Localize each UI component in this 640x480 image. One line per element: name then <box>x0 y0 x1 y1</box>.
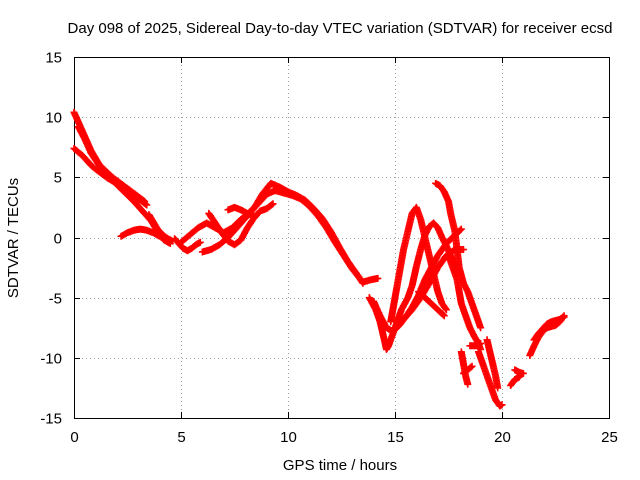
data-point <box>459 246 467 254</box>
series-track-n <box>387 203 450 326</box>
series-track-y <box>511 366 527 377</box>
series-track-m <box>370 225 465 335</box>
data-points <box>70 108 568 410</box>
x-tick-label: 0 <box>70 429 78 446</box>
y-tick-label: 0 <box>54 231 62 248</box>
data-point <box>560 313 568 321</box>
data-point <box>464 380 472 388</box>
series-track-i <box>205 200 277 249</box>
data-point <box>269 200 277 208</box>
x-tick-label: 20 <box>494 429 511 446</box>
data-point <box>439 311 447 319</box>
data-point <box>142 200 150 208</box>
y-tick-labels: -15 -10 -5 0 5 10 15 <box>40 50 62 428</box>
x-tick-label: 25 <box>601 429 618 446</box>
series-track-t <box>459 362 476 377</box>
data-point <box>196 238 204 246</box>
x-tick-label: 15 <box>387 429 404 446</box>
y-tick-label: -5 <box>49 291 62 308</box>
data-point <box>467 363 475 371</box>
y-tick-label: -15 <box>40 411 62 428</box>
data-point <box>143 201 151 209</box>
series-track-k <box>359 274 382 286</box>
data-point <box>442 304 450 312</box>
series-track-w <box>483 336 502 392</box>
data-point <box>442 306 450 314</box>
series-track-q <box>432 179 485 332</box>
chart-title: Day 098 of 2025, Sidereal Day-to-day VTE… <box>68 20 613 37</box>
data-point <box>519 369 527 377</box>
axis-ticks <box>74 57 610 419</box>
y-axis-label: SDTVAR / TECUs <box>5 178 22 298</box>
data-point <box>250 212 258 220</box>
data-point <box>468 362 476 370</box>
series-track-u <box>466 339 485 350</box>
series-track-j <box>224 203 258 220</box>
data-point <box>440 312 448 320</box>
data-point <box>457 225 465 233</box>
data-point <box>477 324 485 332</box>
series-track-e <box>145 211 176 245</box>
y-tick-label: 15 <box>45 50 62 67</box>
data-point <box>374 274 382 282</box>
x-axis-label: GPS time / hours <box>283 457 397 474</box>
x-tick-label: 5 <box>177 429 185 446</box>
series-track-x <box>507 369 525 390</box>
x-tick-labels: 0 5 10 15 20 25 <box>70 429 618 446</box>
series-track-v <box>474 348 506 410</box>
data-point <box>477 339 485 347</box>
y-tick-label: -10 <box>40 351 62 368</box>
series-track-o <box>400 246 467 323</box>
y-tick-label: 10 <box>45 110 62 127</box>
data-point <box>498 401 506 409</box>
x-tick-label: 10 <box>280 429 297 446</box>
series-track-d <box>117 225 164 240</box>
data-point <box>268 201 276 209</box>
data-point <box>494 384 502 392</box>
gridlines <box>74 57 609 418</box>
series-track-c <box>74 123 174 248</box>
series-track-p <box>415 288 448 320</box>
series-track-r <box>445 252 485 353</box>
series-track-aa <box>530 313 568 344</box>
y-tick-label: 5 <box>54 170 62 187</box>
